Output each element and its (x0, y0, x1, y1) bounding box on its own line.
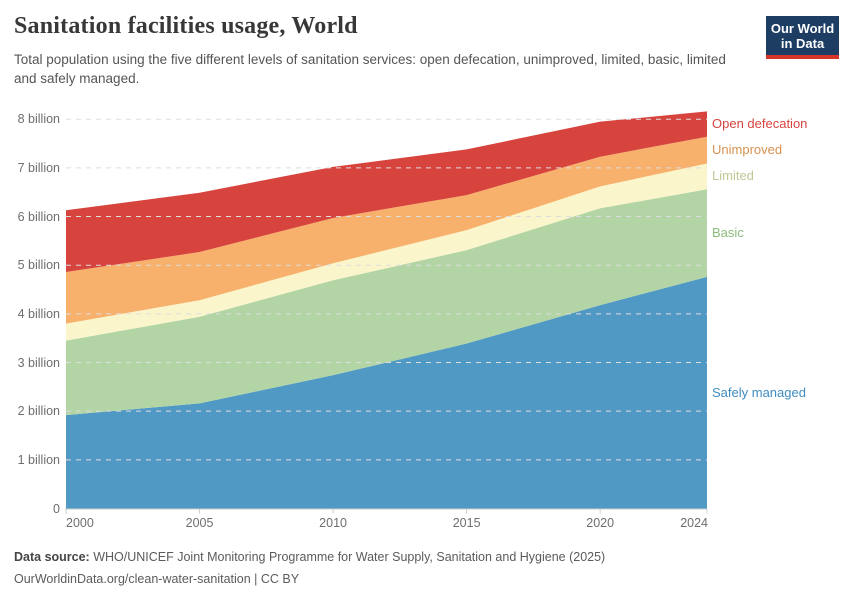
owid-logo-line1: Our World (770, 21, 835, 36)
data-source-text: WHO/UNICEF Joint Monitoring Programme fo… (89, 550, 606, 564)
y-tick-label: 2 billion (17, 404, 60, 419)
y-tick-label: 3 billion (17, 355, 60, 370)
y-tick-label: 7 billion (17, 160, 60, 175)
chart-subtitle: Total population using the five differen… (14, 52, 726, 86)
series-label-basic: Basic (712, 225, 744, 241)
license-line: OurWorldinData.org/clean-water-sanitatio… (14, 572, 300, 586)
y-tick-label: 8 billion (17, 112, 60, 127)
y-tick-label: 0 (53, 501, 60, 516)
data-source-label: Data source: (14, 550, 90, 564)
owid-logo-line2: in Data (780, 36, 825, 51)
x-tick-label: 2010 (319, 516, 347, 530)
y-tick-label: 5 billion (17, 258, 60, 273)
area-unimproved[interactable] (66, 136, 707, 324)
page-title: Sanitation facilities usage, World (14, 13, 358, 39)
y-tick-label: 6 billion (17, 209, 60, 224)
area-limited[interactable] (66, 163, 707, 341)
x-tick-label: 2020 (586, 516, 615, 530)
owid-logo: Our World in Data (766, 16, 839, 59)
series-label-open-defecation: Open defecation (712, 116, 808, 132)
chart-footer: Data source: WHO/UNICEF Joint Monitoring… (14, 546, 605, 590)
area-open-defecation[interactable] (66, 111, 707, 273)
y-tick-label: 4 billion (17, 306, 60, 321)
series-label-unimproved: Unimproved (712, 142, 783, 158)
y-tick-label: 1 billion (17, 452, 60, 467)
x-tick-label: 2015 (452, 516, 481, 530)
series-label-safely-managed: Safely managed (712, 384, 806, 400)
data-source-line: Data source: WHO/UNICEF Joint Monitoring… (14, 546, 605, 568)
x-tick-label: 2000 (66, 516, 94, 530)
area-basic[interactable] (66, 189, 707, 416)
x-tick-label: 2005 (185, 516, 214, 530)
area-safely-managed[interactable] (66, 276, 707, 509)
x-tick-label: 2024 (680, 516, 708, 530)
series-label-limited: Limited (712, 168, 754, 184)
